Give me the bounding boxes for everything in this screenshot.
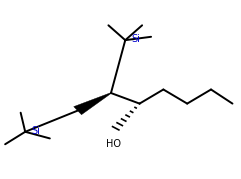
Text: HO: HO [106, 139, 121, 149]
Text: Si: Si [31, 126, 40, 136]
Polygon shape [74, 93, 111, 115]
Text: Si: Si [131, 34, 140, 44]
